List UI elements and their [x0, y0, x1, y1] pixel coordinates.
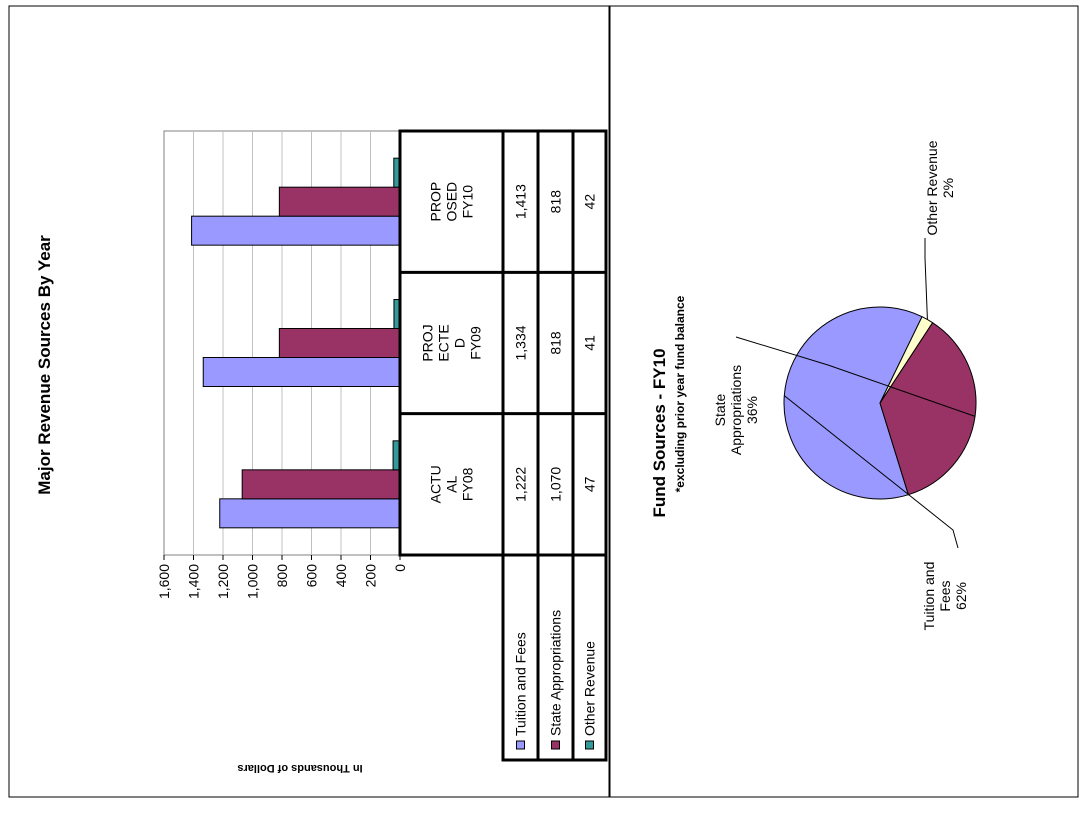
- pie-leader-line-3: [924, 238, 928, 320]
- category-label-1: ACTU AL FY08: [427, 465, 475, 503]
- data-label-3-2: 41: [581, 335, 597, 351]
- data-label-1-2: 1,334: [512, 325, 528, 360]
- data-label-3-2-line: 41: [581, 335, 597, 351]
- legend-label-text: Other Revenue: [582, 641, 598, 736]
- pie-label-3-line: Other Revenue: [924, 140, 940, 235]
- category-label-2-line: D: [451, 338, 467, 348]
- pie-label-1-line: Fees: [937, 580, 953, 611]
- legend-swatch-3: [585, 740, 594, 750]
- y-tick-label: 400: [333, 564, 349, 588]
- y-tick-label-text: 0: [392, 564, 408, 572]
- data-label-2-3-line: 818: [547, 190, 563, 214]
- legend-frame: [501, 553, 608, 762]
- data-label-3-3: 42: [581, 194, 597, 210]
- bar-2-1: [241, 469, 401, 500]
- category-label-2: PROJ ECTE D FY09: [419, 324, 483, 361]
- pie-chart-subtitle: *excluding prior year fund balance: [673, 295, 687, 492]
- bar-1-2: [202, 357, 401, 387]
- bar-chart-panel: Major Revenue Sources By Year In Thousan…: [8, 5, 610, 798]
- data-label-3-1-line: 47: [581, 476, 597, 492]
- bar-1-3: [191, 215, 401, 246]
- legend-label-text: Tuition and Fees: [513, 632, 529, 736]
- data-label-1-3: 1,413: [512, 184, 528, 219]
- pie-label-1-line: 62%: [953, 582, 969, 610]
- category-label-3: PROP OSED FY10: [427, 182, 475, 222]
- data-label-2-1: 1,070: [547, 467, 563, 502]
- pie-chart-panel: Fund Sources - FY10 *excluding prior yea…: [609, 5, 1079, 798]
- category-label-1-line: ACTU: [427, 465, 443, 503]
- data-label-2-2: 818: [547, 331, 563, 355]
- category-label-1-line: FY08: [459, 467, 475, 501]
- category-label-3-line: FY10: [459, 185, 475, 219]
- bar-data-table: ACTU AL FY08 PROJ ECTE D FY09 PROP OSED FY10 1,222…: [398, 129, 608, 762]
- y-tick-label-text: 1,400: [186, 564, 202, 599]
- pie-label-1: Tuition and Fees 62%: [921, 562, 969, 631]
- data-label-3-3-line: 42: [581, 194, 597, 210]
- y-tick-label: 0: [392, 564, 408, 572]
- y-tick-label: 1,400: [186, 564, 202, 599]
- legend-label-3: Other Revenue: [582, 641, 598, 736]
- bar-plot-area: 0 200 400 600 800 1,000 1,200 1,400 1,600: [156, 130, 408, 599]
- category-label-3-line: PROP: [427, 182, 443, 222]
- pie-leader-line-2: [735, 336, 976, 417]
- pie-slice-3: [879, 316, 934, 404]
- pie-label-3: Other Revenue 2%: [924, 140, 956, 235]
- y-tick-label: 1,000: [245, 564, 261, 599]
- y-tick-label-text: 800: [274, 564, 290, 588]
- category-label-1-line: AL: [443, 476, 459, 493]
- category-label-2-line: ECTE: [435, 324, 451, 361]
- legend-label-2: State Appropriations: [548, 610, 564, 736]
- legend-swatch-1: [516, 740, 525, 750]
- legend-swatch-2: [551, 740, 560, 750]
- bar-chart-title: Major Revenue Sources By Year: [35, 235, 54, 495]
- data-label-3-1: 47: [581, 476, 597, 492]
- y-tick-label: 1,600: [156, 564, 172, 599]
- data-label-2-2-line: 818: [547, 331, 563, 355]
- y-tick-label: 600: [304, 564, 320, 588]
- y-tick-label: 200: [363, 564, 379, 588]
- pie-label-2-line: Appropriations: [728, 365, 744, 455]
- category-label-2-line: FY09: [467, 326, 483, 360]
- pie-chart-title: Fund Sources - FY10: [650, 348, 669, 517]
- bar-2-3: [278, 186, 401, 217]
- y-tick-label-text: 1,600: [156, 564, 172, 599]
- legend-label-text: State Appropriations: [548, 610, 564, 736]
- bar-chart-y-axis-label: In Thousands of Dollars: [237, 762, 362, 774]
- data-label-1-1: 1,222: [512, 467, 528, 502]
- bar-2-2: [278, 328, 401, 358]
- y-tick-label: 1,200: [215, 564, 231, 599]
- data-label-1-2-line: 1,334: [512, 325, 528, 360]
- pie-label-2-line: State: [712, 393, 728, 426]
- y-tick-label-text: 600: [304, 564, 320, 588]
- category-label-3-line: OSED: [443, 182, 459, 222]
- pie-leader-line-1: [783, 395, 959, 549]
- data-label-2-3: 818: [547, 190, 563, 214]
- y-tick-label-text: 400: [333, 564, 349, 588]
- data-label-2-1-line: 1,070: [547, 467, 563, 502]
- pie-label-2-line: 36%: [744, 396, 760, 424]
- y-tick-label-text: 1,200: [215, 564, 231, 599]
- pie-plot-area: Tuition and Fees 62% State Appropriations 36%…: [712, 140, 977, 631]
- category-label-2-line: PROJ: [419, 324, 435, 361]
- y-tick-label: 800: [274, 564, 290, 588]
- legend-label-1: Tuition and Fees: [513, 632, 529, 736]
- y-tick-label-text: 1,000: [245, 564, 261, 599]
- bar-1-1: [219, 498, 401, 529]
- data-label-1-1-line: 1,222: [512, 467, 528, 502]
- pie-label-3-line: 2%: [940, 178, 956, 198]
- y-tick-label-text: 200: [363, 564, 379, 588]
- pie-label-2: State Appropriations 36%: [712, 365, 760, 455]
- pie-label-1-line: Tuition and: [921, 562, 937, 631]
- data-label-1-3-line: 1,413: [512, 184, 528, 219]
